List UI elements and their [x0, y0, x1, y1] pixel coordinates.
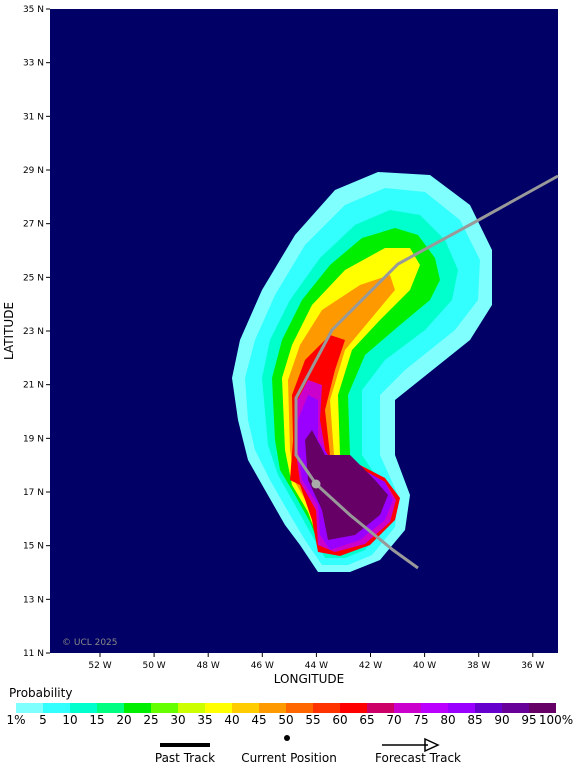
- legend-label: 20: [116, 713, 131, 727]
- legend-swatch: [259, 703, 286, 713]
- legend-label: 60: [332, 713, 347, 727]
- legend-label: 100%: [539, 713, 573, 727]
- lat-tick-label: 11 N: [23, 649, 44, 659]
- legend-label: 35: [197, 713, 212, 727]
- legend-label: 70: [386, 713, 401, 727]
- legend-label: 30: [170, 713, 185, 727]
- legend-swatch: [205, 703, 232, 713]
- storm-track: [294, 174, 559, 570]
- copyright: © UCL 2025: [62, 638, 118, 648]
- legend-swatch: [367, 703, 394, 713]
- legend-swatch: [475, 703, 502, 713]
- legend-swatch: [529, 703, 556, 713]
- lat-tick-label: 29 N: [23, 166, 44, 176]
- legend-swatch: [151, 703, 178, 713]
- forecast-arrow: [424, 737, 440, 753]
- legend-swatch: [16, 703, 43, 713]
- legend-label: 90: [494, 713, 509, 727]
- legend-label: 15: [89, 713, 104, 727]
- lon-tick-label: 44 W: [305, 661, 328, 671]
- lat-tick-label: 35 N: [23, 5, 44, 15]
- lat-tick-label: 27 N: [23, 220, 44, 230]
- lat-tick-label: 33 N: [23, 59, 44, 69]
- probability-field: [232, 172, 492, 572]
- current-position-symbol: [284, 735, 290, 741]
- legend-swatch: [286, 703, 313, 713]
- legend-swatch: [313, 703, 340, 713]
- legend-swatch: [43, 703, 70, 713]
- y-axis-label: LATITUDE: [2, 302, 16, 360]
- lat-tick-label: 23 N: [23, 327, 44, 337]
- legend-swatch: [70, 703, 97, 713]
- lat-tick-label: 19 N: [23, 434, 44, 444]
- legend-label: 75: [413, 713, 428, 727]
- legend-label: 80: [440, 713, 455, 727]
- lon-tick-label: 36 W: [521, 661, 544, 671]
- key-label: Past Track: [155, 751, 215, 765]
- legend-label: 40: [224, 713, 239, 727]
- legend-label: 1%: [6, 713, 25, 727]
- legend-title: Probability: [9, 686, 72, 700]
- lat-tick-label: 21 N: [23, 381, 44, 391]
- lon-tick-label: 50 W: [142, 661, 165, 671]
- legend-label: 5: [39, 713, 47, 727]
- legend-swatch: [97, 703, 124, 713]
- legend-label: 65: [359, 713, 374, 727]
- legend-label: 45: [251, 713, 266, 727]
- legend-label: 10: [62, 713, 77, 727]
- legend-swatch: [178, 703, 205, 713]
- lat-tick-label: 25 N: [23, 273, 44, 283]
- lon-tick-label: 40 W: [413, 661, 436, 671]
- lon-tick-label: 46 W: [251, 661, 274, 671]
- legend-label: 95: [521, 713, 536, 727]
- legend-swatch: [421, 703, 448, 713]
- lon-tick-label: 52 W: [88, 661, 111, 671]
- legend-swatch: [394, 703, 421, 713]
- legend-swatch: [124, 703, 151, 713]
- lon-tick-label: 48 W: [197, 661, 220, 671]
- lat-tick-label: 15 N: [23, 542, 44, 552]
- legend-label: 50: [278, 713, 293, 727]
- legend-swatch: [232, 703, 259, 713]
- legend-label: 25: [143, 713, 158, 727]
- lon-tick-label: 42 W: [359, 661, 382, 671]
- x-axis-label: LONGITUDE: [274, 672, 344, 686]
- key-label: Forecast Track: [375, 751, 461, 765]
- lat-tick-label: 17 N: [23, 488, 44, 498]
- legend-swatch: [448, 703, 475, 713]
- legend-swatch: [340, 703, 367, 713]
- lat-tick-label: 13 N: [23, 595, 44, 605]
- legend-swatch: [502, 703, 529, 713]
- current-position: [311, 479, 321, 489]
- key-label: Current Position: [241, 751, 337, 765]
- legend-label: 85: [467, 713, 482, 727]
- legend-label: 55: [305, 713, 320, 727]
- lat-tick-label: 31 N: [23, 112, 44, 122]
- lon-tick-label: 38 W: [467, 661, 490, 671]
